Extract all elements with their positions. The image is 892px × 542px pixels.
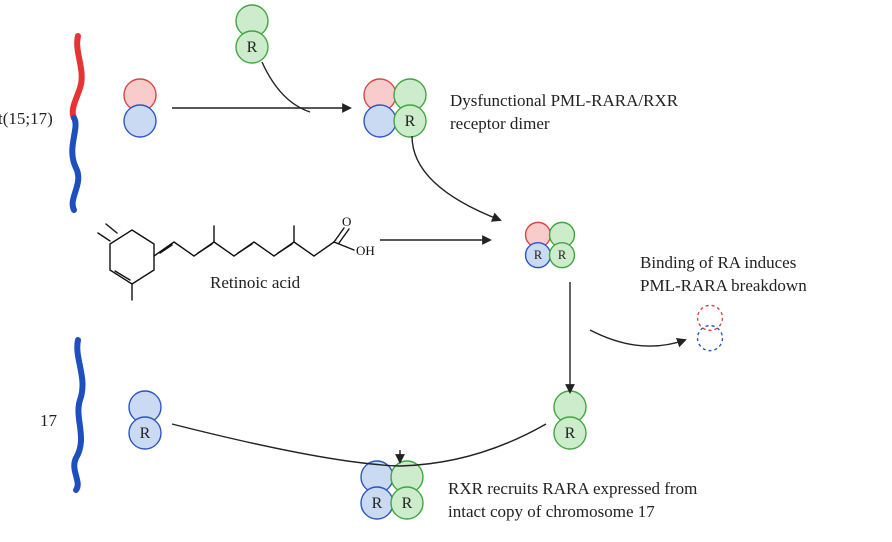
svg-text:R: R — [565, 425, 576, 442]
chrom-t15-17-label: t(15;17) — [0, 108, 53, 131]
final-dimer-caption: RXR recruits RARA expressed fromintact c… — [448, 478, 697, 524]
svg-text:R: R — [402, 495, 413, 512]
dimer-caption: Dysfunctional PML-RARA/RXRreceptor dimer — [450, 90, 678, 136]
retinoic-acid-label: Retinoic acid — [210, 272, 300, 295]
svg-text:R: R — [534, 248, 543, 262]
svg-text:O: O — [342, 214, 351, 229]
svg-text:R: R — [372, 495, 383, 512]
svg-text:R: R — [140, 425, 151, 442]
ra-breakdown-caption: Binding of RA inducesPML-RARA breakdown — [640, 252, 807, 298]
svg-text:R: R — [558, 248, 567, 262]
svg-text:OH: OH — [356, 243, 375, 258]
svg-text:R: R — [247, 39, 258, 56]
chrom-17-label: 17 — [40, 410, 57, 433]
svg-text:R: R — [405, 113, 416, 130]
